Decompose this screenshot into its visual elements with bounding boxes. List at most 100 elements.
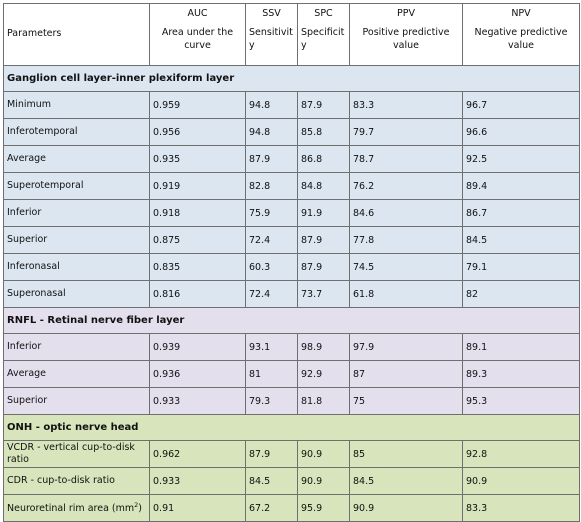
row-label-superscript: 2 [134,500,139,509]
cell-spc: 90.9 [297,467,350,495]
cell-npv: 79.1 [462,253,580,281]
cell-spc: 95.9 [297,494,350,522]
table-row: Minimum 0.959 94.8 87.9 83.3 96.7 [3,91,580,119]
table-row: Superotemporal 0.919 82.8 84.8 76.2 89.4 [3,172,580,200]
row-label-cell: Minimum [3,91,150,119]
table-row: Superior 0.933 79.3 81.8 75 95.3 [3,387,580,415]
cell-spc: 91.9 [297,199,350,227]
cell-spc: 73.7 [297,280,350,308]
row-label-cell: Inferior [3,199,150,227]
row-label-cell: Superior [3,387,150,415]
cell-auc: 0.875 [149,226,246,254]
cell-auc: 0.919 [149,172,246,200]
cell-auc: 0.933 [149,387,246,415]
cell-auc: 0.935 [149,145,246,173]
cell-npv: 90.9 [462,467,580,495]
header-spc-sub: Specificity [301,26,345,51]
table-row: Inferonasal 0.835 60.3 87.9 74.5 79.1 [3,253,580,281]
cell-npv: 95.3 [462,387,580,415]
table-row: Average 0.936 81 92.9 87 89.3 [3,360,580,388]
cell-auc: 0.835 [149,253,246,281]
cell-ssv: 93.1 [245,333,298,361]
cell-ssv: 75.9 [245,199,298,227]
row-label-cell: Inferonasal [3,253,150,281]
cell-ssv: 94.8 [245,118,298,146]
cell-auc: 0.936 [149,360,246,388]
row-label: Inferior [7,341,42,353]
cell-auc: 0.816 [149,280,246,308]
cell-ssv: 72.4 [245,226,298,254]
row-label: Minimum [7,99,52,111]
cell-ssv: 82.8 [245,172,298,200]
row-label: Average [7,153,47,165]
cell-npv: 82 [462,280,580,308]
header-spc-label: SPC [314,8,333,19]
section-row: Ganglion cell layer-inner plexiform laye… [3,65,580,92]
cell-ppv: 79.7 [349,118,463,146]
cell-ppv: 84.6 [349,199,463,227]
table-row: Superior 0.875 72.4 87.9 77.8 84.5 [3,226,580,254]
row-label: Superior [7,234,48,246]
cell-auc: 0.959 [149,91,246,119]
cell-npv: 92.5 [462,145,580,173]
cell-auc: 0.933 [149,467,246,495]
cell-ppv: 74.5 [349,253,463,281]
table-row: VCDR - vertical cup-to-disk ratio 0.962 87… [3,440,580,468]
cell-spc: 81.8 [297,387,350,415]
cell-spc: 84.8 [297,172,350,200]
row-label: Superior [7,395,48,407]
cell-ppv: 83.3 [349,91,463,119]
table-row: Neuroretinal rim area (mm2) 0.91 67.2 95.9 9… [3,494,580,522]
cell-spc: 87.9 [297,253,350,281]
header-auc: AUC Area under the curve [149,3,246,66]
cell-npv: 84.5 [462,226,580,254]
section-title: ONH - optic nerve head [3,414,580,441]
cell-npv: 96.7 [462,91,580,119]
header-row: Parameters AUC Area under the curve SSV … [3,3,580,66]
section-title: Ganglion cell layer-inner plexiform laye… [3,65,580,92]
cell-npv: 92.8 [462,440,580,468]
header-ssv: SSV Sensitivity [245,3,298,66]
header-ppv-label: PPV [397,8,415,19]
cell-ppv: 78.7 [349,145,463,173]
row-label: CDR - cup-to-disk ratio [7,475,115,487]
cell-ppv: 61.8 [349,280,463,308]
cell-ssv: 94.8 [245,91,298,119]
row-label: Inferior [7,207,42,219]
header-npv-label: NPV [511,8,531,19]
row-label-cell: CDR - cup-to-disk ratio [3,467,150,495]
header-auc-sub: Area under the curve [161,26,234,51]
header-parameters: Parameters [3,3,150,66]
cell-spc: 92.9 [297,360,350,388]
header-spc: SPC Specificity [297,3,350,66]
cell-npv: 83.3 [462,494,580,522]
table-row: Inferotemporal 0.956 94.8 85.8 79.7 96.6 [3,118,580,146]
cell-spc: 87.9 [297,226,350,254]
cell-ssv: 81 [245,360,298,388]
table-body: Ganglion cell layer-inner plexiform laye… [3,65,580,522]
cell-ssv: 87.9 [245,145,298,173]
header-npv-sub: Negative predictive value [474,26,568,51]
cell-npv: 89.4 [462,172,580,200]
cell-ppv: 75 [349,387,463,415]
row-label: Superotemporal [7,180,84,192]
row-label: Neuroretinal rim area (mm [7,503,135,515]
table-row: Inferior 0.939 93.1 98.9 97.9 89.1 [3,333,580,361]
row-label-cell: Superonasal [3,280,150,308]
cell-ssv: 72.4 [245,280,298,308]
cell-ssv: 67.2 [245,494,298,522]
section-title: RNFL - Retinal nerve fiber layer [3,307,580,334]
results-table: Parameters AUC Area under the curve SSV … [3,3,580,522]
cell-ssv: 79.3 [245,387,298,415]
cell-spc: 86.8 [297,145,350,173]
row-label-suffix: ) [138,503,142,515]
table-row: Average 0.935 87.9 86.8 78.7 92.5 [3,145,580,173]
section-row: RNFL - Retinal nerve fiber layer [3,307,580,334]
header-ssv-sub: Sensitivity [249,26,293,51]
row-label-cell: Neuroretinal rim area (mm2) [3,494,150,522]
header-npv: NPV Negative predictive value [462,3,580,66]
cell-ssv: 87.9 [245,440,298,468]
cell-npv: 96.6 [462,118,580,146]
header-ppv-sub: Positive predictive value [362,26,450,51]
cell-ppv: 90.9 [349,494,463,522]
